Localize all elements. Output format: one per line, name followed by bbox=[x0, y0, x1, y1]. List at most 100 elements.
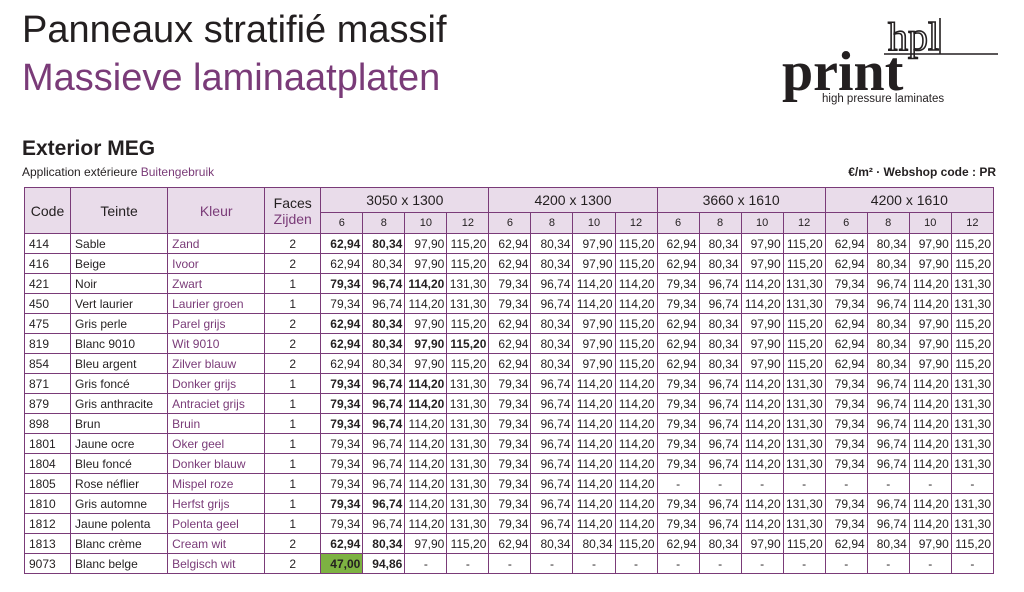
price-cell: 97,90 bbox=[572, 353, 616, 374]
subtitle-fr: Application extérieure bbox=[22, 165, 138, 179]
price-cell: 114,20 bbox=[572, 393, 616, 414]
faces-cell: 1 bbox=[264, 433, 322, 454]
price-cell: 97,90 bbox=[404, 313, 448, 334]
price-cell: 96,74 bbox=[698, 413, 742, 434]
price-cell: 115,20 bbox=[782, 333, 826, 354]
price-cell: 79,34 bbox=[824, 413, 868, 434]
price-cell: 114,20 bbox=[404, 273, 448, 294]
price-cell: 79,34 bbox=[656, 493, 700, 514]
price-cell: 114,20 bbox=[404, 493, 448, 514]
price-cell: 97,90 bbox=[404, 333, 448, 354]
price-cell: 114,20 bbox=[614, 373, 658, 394]
table-row: 475 Gris perle Parel grijs 2 62,94 80,34 97,90… bbox=[23, 313, 995, 334]
price-cell: 114,20 bbox=[572, 413, 616, 434]
price-cell: 62,94 bbox=[824, 333, 868, 354]
price-cell: 114,20 bbox=[908, 293, 952, 314]
thickness-header: 6 bbox=[656, 212, 700, 234]
price-cell: - bbox=[824, 553, 868, 574]
price-cell: - bbox=[908, 553, 952, 574]
price-cell: 80,34 bbox=[362, 313, 406, 334]
price-cell: 115,20 bbox=[950, 233, 995, 254]
price-cell: 62,94 bbox=[488, 333, 532, 354]
price-cell: 96,74 bbox=[362, 473, 406, 494]
price-cell: 114,20 bbox=[740, 393, 784, 414]
price-cell: 80,34 bbox=[866, 233, 910, 254]
price-cell: 114,20 bbox=[740, 413, 784, 434]
price-cell: 96,74 bbox=[530, 293, 574, 314]
price-cell: 131,30 bbox=[950, 433, 995, 454]
price-cell: 96,74 bbox=[530, 453, 574, 474]
price-cell: 62,94 bbox=[656, 353, 700, 374]
kleur-cell: Belgisch wit bbox=[167, 553, 266, 574]
price-cell: 115,20 bbox=[782, 313, 826, 334]
price-cell: 131,30 bbox=[446, 273, 490, 294]
price-cell: 62,94 bbox=[488, 233, 532, 254]
code-cell: 421 bbox=[23, 273, 72, 294]
thickness-header: 6 bbox=[320, 212, 364, 234]
price-cell: 131,30 bbox=[446, 433, 490, 454]
price-cell: 97,90 bbox=[908, 533, 952, 554]
faces-cell: 2 bbox=[264, 353, 322, 374]
price-cell: 97,90 bbox=[740, 313, 784, 334]
price-cell: 80,34 bbox=[866, 313, 910, 334]
price-cell: 114,20 bbox=[614, 453, 658, 474]
price-cell: 96,74 bbox=[362, 373, 406, 394]
price-cell: - bbox=[404, 553, 448, 574]
price-cell: 114,20 bbox=[614, 413, 658, 434]
price-cell: 47,00 bbox=[320, 553, 364, 574]
price-cell: 80,34 bbox=[530, 313, 574, 334]
thickness-header: 10 bbox=[908, 212, 952, 234]
brand-logo: hpl print high pressure laminates bbox=[782, 14, 998, 105]
subtitle-nl: Buitengebruik bbox=[140, 165, 215, 179]
kleur-cell: Zand bbox=[167, 233, 266, 254]
price-cell: 115,20 bbox=[950, 313, 995, 334]
price-cell: 131,30 bbox=[950, 293, 995, 314]
thickness-header: 8 bbox=[362, 212, 406, 234]
price-cell: 131,30 bbox=[446, 493, 490, 514]
code-cell: 1801 bbox=[23, 433, 72, 454]
price-cell: 96,74 bbox=[698, 513, 742, 534]
price-cell: 96,74 bbox=[866, 453, 910, 474]
price-cell: 114,20 bbox=[908, 433, 952, 454]
price-cell: - bbox=[572, 553, 616, 574]
price-cell: 96,74 bbox=[866, 293, 910, 314]
price-cell: 96,74 bbox=[530, 513, 574, 534]
price-cell: - bbox=[866, 473, 910, 494]
kleur-cell: Donker grijs bbox=[167, 373, 266, 394]
price-cell: 80,34 bbox=[572, 533, 616, 554]
price-cell: 97,90 bbox=[908, 353, 952, 374]
price-cell: 96,74 bbox=[698, 373, 742, 394]
faces-cell: 1 bbox=[264, 453, 322, 474]
price-cell: 131,30 bbox=[950, 413, 995, 434]
price-cell: 114,20 bbox=[614, 273, 658, 294]
price-cell: 131,30 bbox=[446, 473, 490, 494]
teinte-cell: Blanc 9010 bbox=[70, 333, 169, 354]
price-cell: 115,20 bbox=[950, 533, 995, 554]
price-cell: 79,34 bbox=[656, 453, 700, 474]
price-note: €/m² · Webshop code : PR bbox=[848, 165, 996, 179]
price-cell: 79,34 bbox=[320, 433, 364, 454]
price-table-body: 414 Sable Zand 2 62,94 80,34 97,90 115,20 62,94 8… bbox=[23, 233, 995, 574]
faces-cell: 1 bbox=[264, 473, 322, 494]
price-cell: 131,30 bbox=[950, 453, 995, 474]
price-cell: 79,34 bbox=[488, 293, 532, 314]
price-cell: 115,20 bbox=[614, 533, 658, 554]
price-cell: 79,34 bbox=[824, 393, 868, 414]
price-cell: 96,74 bbox=[362, 513, 406, 534]
kleur-cell: Polenta geel bbox=[167, 513, 266, 534]
thickness-header: 12 bbox=[950, 212, 995, 234]
thickness-header: 12 bbox=[782, 212, 826, 234]
price-cell: 80,34 bbox=[362, 353, 406, 374]
price-cell: 79,34 bbox=[320, 373, 364, 394]
zijden-label: Zijden bbox=[273, 210, 312, 227]
price-cell: 79,34 bbox=[824, 513, 868, 534]
price-cell: 79,34 bbox=[488, 373, 532, 394]
price-cell: 80,34 bbox=[698, 353, 742, 374]
price-cell: 97,90 bbox=[740, 253, 784, 274]
price-cell: 62,94 bbox=[488, 353, 532, 374]
teinte-cell: Gris foncé bbox=[70, 373, 169, 394]
price-cell: 80,34 bbox=[362, 253, 406, 274]
price-cell: 131,30 bbox=[782, 413, 826, 434]
faces-cell: 1 bbox=[264, 293, 322, 314]
price-cell: - bbox=[488, 553, 532, 574]
